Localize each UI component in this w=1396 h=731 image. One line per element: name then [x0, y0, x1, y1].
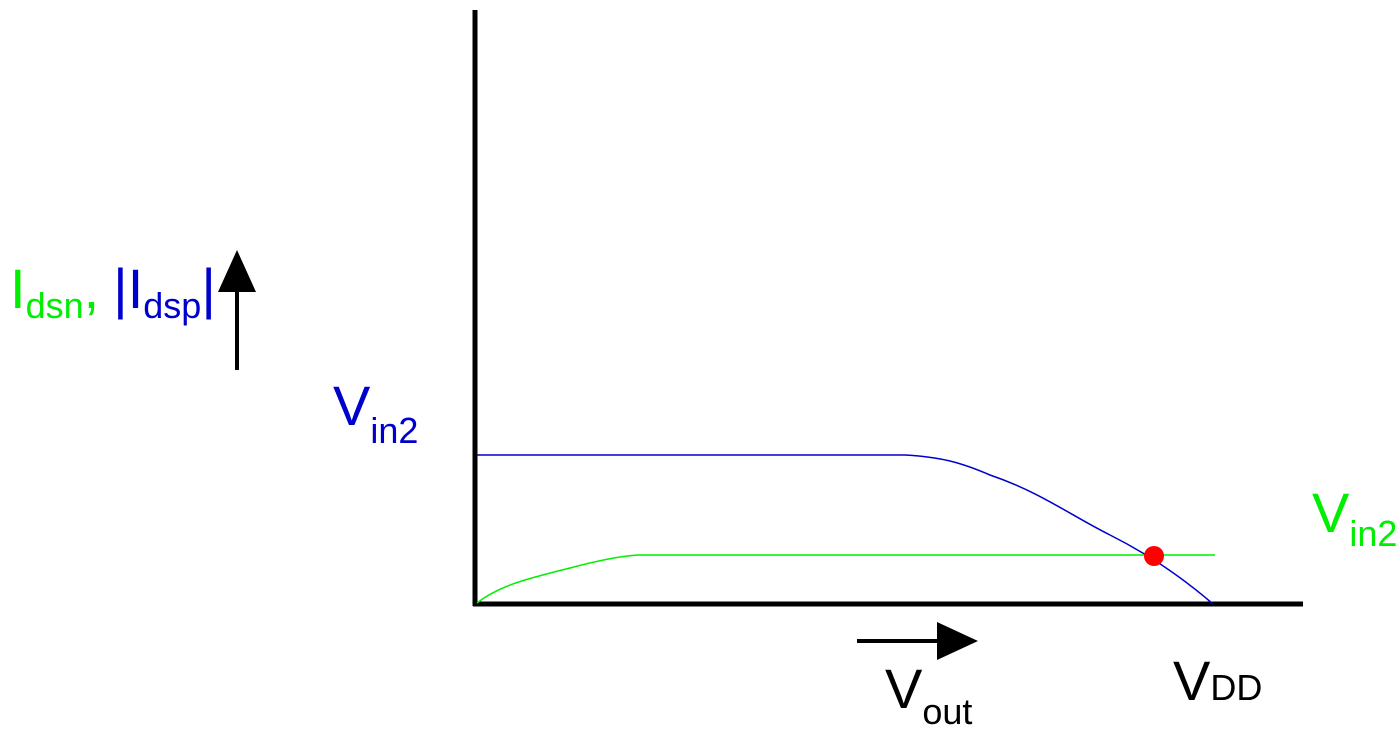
pmos-current-curve [477, 454, 1214, 605]
y-label-idsp-main: I [128, 257, 144, 320]
current-arrow-head [218, 250, 256, 292]
nmos-label-main: V [1312, 481, 1350, 544]
nmos-current-curve [476, 554, 1215, 604]
vout-label-sub: out [922, 691, 972, 731]
y-label-idsp-sub: dsp [143, 285, 201, 326]
nmos-curve-label: Vin2 [1312, 481, 1396, 554]
pmos-curve-label: Vin2 [333, 374, 418, 451]
vout-arrow-head [937, 622, 978, 660]
nmos-label-sub: in2 [1349, 513, 1396, 554]
y-label-idsn-sub: dsn [26, 285, 84, 326]
y-label-comma: , [84, 257, 100, 320]
vout-label-main: V [885, 657, 923, 720]
y-label-idsn-main: I [10, 257, 26, 320]
vdd-label-main: V [1173, 649, 1211, 712]
y-label-abs-close: | [201, 257, 216, 320]
operating-point-dot [1144, 546, 1164, 566]
y-axis-label: Idsn, |Idsp| [10, 257, 216, 326]
vdd-label: VDD [1173, 649, 1262, 712]
x-axis-label: Vout [885, 657, 972, 731]
vdd-label-sub: DD [1210, 667, 1262, 708]
pmos-label-main: V [333, 374, 371, 437]
pmos-label-sub: in2 [370, 410, 418, 451]
y-label-abs-open: | [113, 257, 128, 320]
